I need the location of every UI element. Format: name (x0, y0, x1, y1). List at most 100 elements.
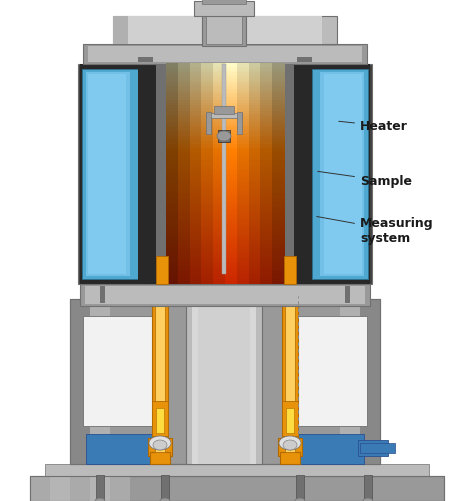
Bar (272, 261, 285, 265)
Bar (152, 401, 168, 436)
Bar (272, 91, 285, 94)
Bar (248, 113, 261, 116)
Bar (201, 253, 214, 257)
Bar (282, 401, 298, 436)
Bar (166, 264, 179, 268)
Bar (178, 118, 191, 122)
Bar (201, 96, 214, 100)
Bar (166, 228, 179, 232)
Bar (260, 170, 273, 174)
Bar (213, 250, 226, 254)
Bar (201, 148, 214, 152)
Bar (272, 74, 285, 78)
Bar (248, 209, 261, 212)
Bar (260, 159, 273, 163)
Bar (213, 189, 226, 193)
Bar (260, 121, 273, 125)
Bar (178, 170, 191, 174)
Bar (190, 184, 202, 188)
Bar (178, 272, 191, 276)
Bar (260, 222, 273, 226)
Bar (90, 476, 110, 501)
Bar (190, 121, 202, 125)
Bar (272, 256, 285, 259)
Bar (225, 198, 238, 201)
Bar (225, 209, 238, 212)
Bar (248, 107, 261, 111)
Bar (225, 220, 238, 223)
Bar (248, 280, 261, 284)
Bar (178, 236, 191, 240)
Bar (260, 145, 273, 149)
Bar (272, 129, 285, 133)
Bar (237, 77, 250, 81)
Bar (206, 16, 242, 44)
Bar (190, 71, 202, 75)
Bar (225, 239, 238, 243)
Bar (260, 107, 273, 111)
Bar (260, 236, 273, 240)
Bar (178, 107, 191, 111)
Bar (272, 148, 285, 152)
Bar (178, 156, 191, 160)
Bar (260, 217, 273, 221)
Bar (297, 57, 312, 62)
Bar (178, 113, 191, 116)
Bar (178, 134, 191, 138)
Bar (248, 247, 261, 251)
Bar (260, 173, 273, 177)
Bar (178, 264, 191, 268)
Bar (364, 475, 372, 501)
Bar (248, 162, 261, 166)
Bar (237, 264, 250, 268)
Bar (190, 261, 202, 265)
Bar (166, 118, 179, 122)
Bar (178, 258, 191, 262)
Bar (201, 187, 214, 190)
Bar (214, 106, 234, 114)
Bar (225, 181, 238, 185)
Bar (248, 104, 261, 108)
Bar (213, 269, 226, 273)
Bar (272, 280, 285, 284)
Bar (178, 110, 191, 114)
Bar (260, 69, 273, 72)
Bar (248, 253, 261, 257)
Bar (201, 143, 214, 146)
Bar (237, 143, 250, 146)
Bar (213, 280, 226, 284)
Bar (166, 225, 179, 229)
Bar (272, 170, 285, 174)
Bar (190, 278, 202, 281)
Bar (285, 299, 295, 452)
Bar (213, 74, 226, 78)
Bar (190, 140, 202, 144)
Bar (237, 187, 250, 190)
Bar (260, 126, 273, 130)
Bar (260, 124, 273, 127)
Bar (201, 217, 214, 221)
Bar (260, 200, 273, 204)
Bar (225, 256, 238, 259)
Bar (138, 64, 158, 284)
Bar (213, 225, 226, 229)
Bar (178, 184, 191, 188)
Bar (166, 173, 179, 177)
Bar (166, 242, 179, 245)
Bar (190, 181, 202, 185)
Bar (166, 71, 179, 75)
Bar (324, 74, 362, 274)
Bar (201, 200, 214, 204)
Bar (190, 107, 202, 111)
Bar (166, 115, 179, 119)
Bar (166, 200, 179, 204)
Bar (272, 96, 285, 100)
Bar (284, 434, 364, 464)
Bar (248, 115, 261, 119)
Bar (213, 102, 226, 105)
Bar (237, 124, 250, 127)
Bar (166, 192, 179, 196)
Bar (218, 130, 230, 142)
Bar (260, 102, 273, 105)
Bar (213, 275, 226, 279)
